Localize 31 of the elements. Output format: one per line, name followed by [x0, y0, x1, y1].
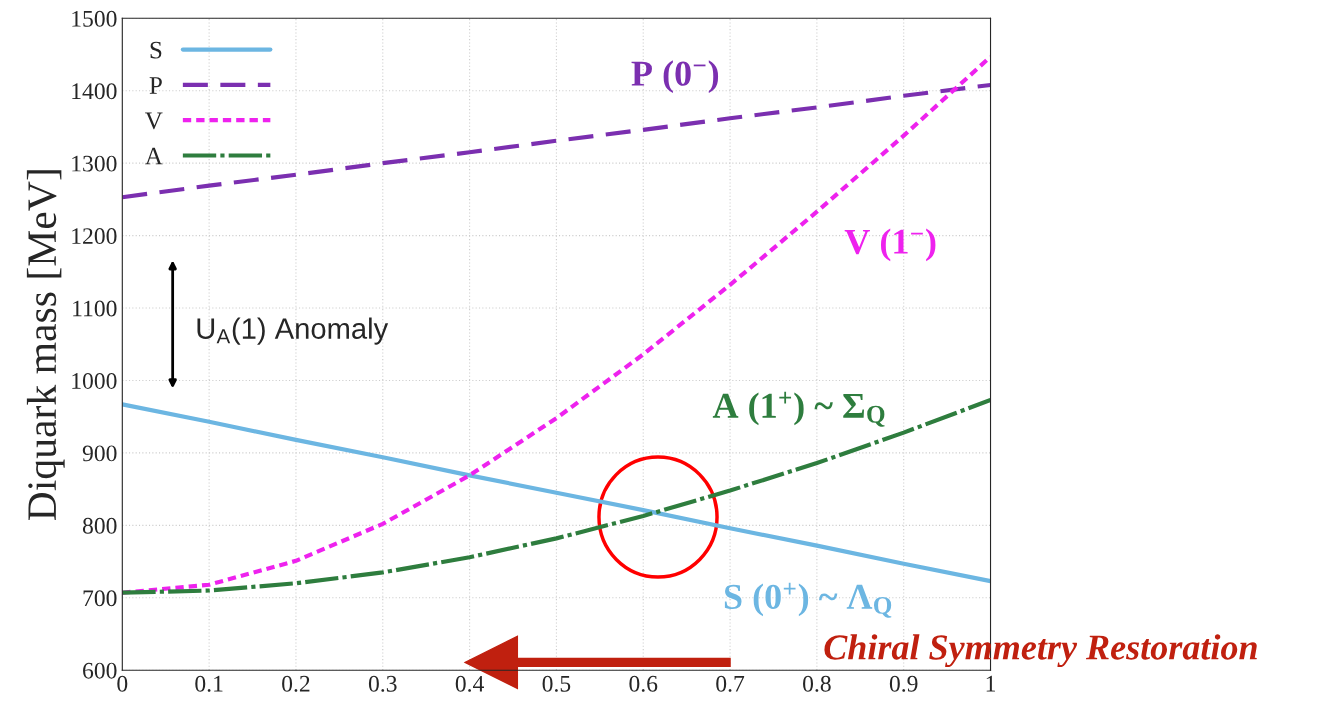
y-tick-label: 1000 — [72, 372, 117, 389]
x-tick-label: 0 — [117, 675, 128, 692]
y-axis-title: Diquark mass [MeV] — [26, 170, 65, 521]
annotation: V (1$^{−}$) — [844, 228, 936, 262]
annotation: A (1$^{+}$) ~ Σ$_{Q}$ — [712, 391, 885, 427]
x-tick-label: 0.8 — [803, 675, 831, 692]
x-tick-label: 0.9 — [889, 675, 918, 692]
legend-label: P — [149, 77, 162, 94]
y-tick-label: 1400 — [72, 83, 117, 100]
legend-label: A — [145, 147, 163, 165]
legend-label: V — [145, 112, 163, 130]
legend-label: S — [150, 41, 162, 59]
y-tick-label: 600 — [83, 662, 117, 679]
x-tick-label: 0.2 — [282, 675, 310, 692]
y-tick-label: 1100 — [73, 300, 117, 317]
x-tick-label: 0.6 — [629, 675, 658, 692]
x-tick-label: 0.4 — [455, 675, 484, 692]
x-tick-label: 1 — [986, 675, 996, 692]
x-tick-label: 0.3 — [368, 675, 397, 692]
y-tick-label: 1500 — [72, 10, 117, 27]
y-tick-label: 1200 — [72, 228, 117, 245]
y-tick-label: 900 — [82, 445, 117, 462]
y-tick-label: 1300 — [72, 155, 117, 172]
x-tick-label: 0.1 — [195, 675, 223, 692]
annotation: P (0$^{−}$) — [631, 60, 719, 94]
annotation: U$_{A}$(1) Anomaly — [197, 317, 389, 345]
x-tick-label: 0.5 — [542, 675, 571, 692]
x-tick-label: 0.7 — [716, 675, 745, 692]
y-tick-label: 800 — [82, 517, 117, 534]
annotation: S (0$^{+}$) ~ Λ$_{Q}$ — [724, 582, 892, 618]
y-tick-label: 700 — [83, 590, 117, 607]
